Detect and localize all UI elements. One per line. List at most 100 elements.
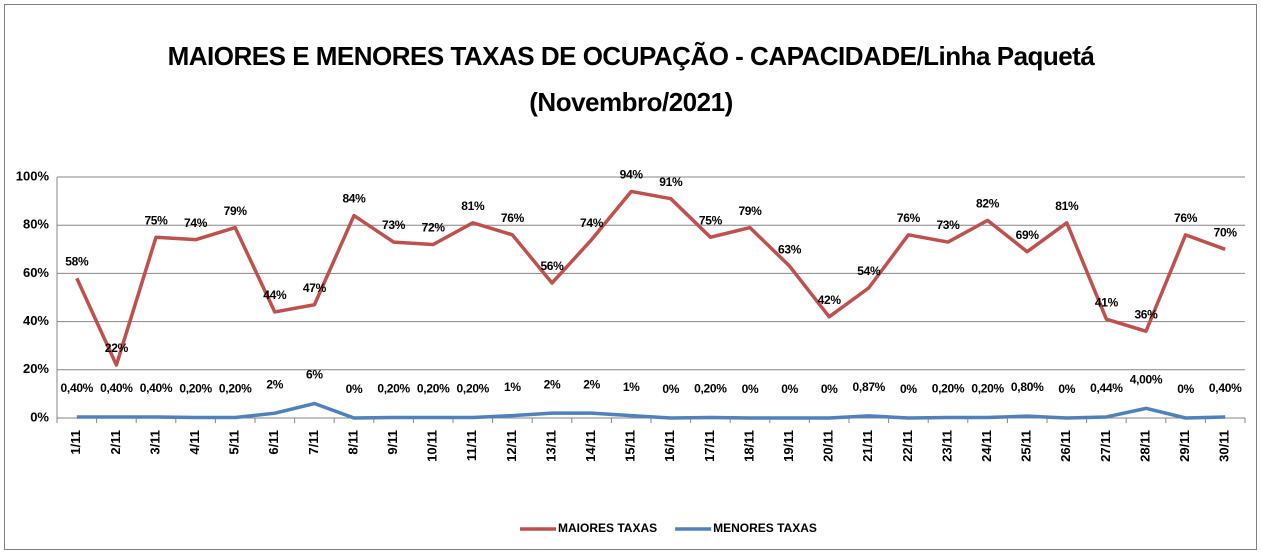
data-label: 47% bbox=[303, 281, 327, 295]
data-label: 22% bbox=[105, 341, 129, 355]
data-label: 0% bbox=[346, 382, 363, 396]
x-tick-label: 21/11 bbox=[860, 430, 875, 462]
data-label: 76% bbox=[897, 211, 921, 225]
data-label: 84% bbox=[342, 192, 366, 206]
x-tick-label: 26/11 bbox=[1058, 430, 1073, 462]
data-label: 44% bbox=[263, 288, 287, 302]
x-tick-label: 22/11 bbox=[900, 430, 915, 462]
data-label: 0,20% bbox=[219, 382, 252, 396]
x-tick-label: 9/11 bbox=[385, 430, 400, 455]
x-tick-label: 6/11 bbox=[266, 430, 281, 455]
data-label: 0% bbox=[821, 382, 838, 396]
series-line bbox=[75, 189, 1226, 367]
data-label: 58% bbox=[65, 254, 89, 268]
data-label: 1% bbox=[504, 380, 521, 394]
data-label: 0,44% bbox=[1090, 381, 1123, 395]
data-label: 75% bbox=[144, 213, 168, 227]
data-label: 2% bbox=[544, 377, 561, 391]
series-line bbox=[76, 401, 1226, 420]
data-label: 76% bbox=[1174, 211, 1198, 225]
x-tick-label: 4/11 bbox=[187, 430, 202, 455]
data-label: 0,20% bbox=[457, 382, 490, 396]
data-label: 54% bbox=[857, 264, 881, 278]
y-tick-label: 60% bbox=[23, 265, 49, 280]
y-tick-label: 20% bbox=[23, 361, 49, 376]
x-tick-label: 15/11 bbox=[623, 430, 638, 462]
data-label: 0% bbox=[1177, 382, 1194, 396]
x-tick-label: 19/11 bbox=[781, 430, 796, 462]
x-tick-label: 24/11 bbox=[979, 430, 994, 462]
data-label: 0,40% bbox=[61, 381, 94, 395]
data-label: 74% bbox=[184, 216, 208, 230]
data-label: 69% bbox=[1016, 228, 1040, 242]
x-tick-label: 27/11 bbox=[1098, 430, 1113, 462]
x-tick-label: 1/11 bbox=[68, 430, 83, 455]
data-label: 94% bbox=[620, 168, 644, 182]
data-label: 81% bbox=[1055, 199, 1079, 213]
chart-title: MAIORES E MENORES TAXAS DE OCUPAÇÃO - CA… bbox=[168, 41, 1096, 71]
data-label: 1% bbox=[623, 380, 640, 394]
x-tick-label: 17/11 bbox=[702, 430, 717, 462]
y-tick-label: 40% bbox=[23, 313, 49, 328]
y-tick-label: 80% bbox=[23, 217, 49, 232]
data-label: 79% bbox=[738, 204, 762, 218]
x-tick-label: 2/11 bbox=[108, 430, 123, 455]
x-tick-label: 16/11 bbox=[662, 430, 677, 462]
data-label: 74% bbox=[580, 216, 604, 230]
data-label: 76% bbox=[501, 211, 525, 225]
x-tick-label: 7/11 bbox=[306, 430, 321, 455]
data-label: 0,20% bbox=[377, 382, 410, 396]
data-label: 2% bbox=[266, 377, 283, 391]
x-tick-label: 8/11 bbox=[345, 430, 360, 455]
data-label: 0,20% bbox=[694, 382, 727, 396]
data-label: 73% bbox=[382, 218, 406, 232]
data-label: 70% bbox=[1214, 225, 1238, 239]
data-label: 0,20% bbox=[971, 382, 1004, 396]
y-tick-label: 0% bbox=[30, 409, 49, 424]
x-tick-label: 29/11 bbox=[1177, 430, 1192, 462]
x-tick-label: 11/11 bbox=[464, 430, 479, 461]
data-label: 0% bbox=[1058, 382, 1075, 396]
data-label: 6% bbox=[306, 368, 323, 382]
data-label: 0,40% bbox=[140, 381, 173, 395]
data-label: 36% bbox=[1134, 307, 1158, 321]
x-tick-label: 12/11 bbox=[504, 430, 519, 462]
data-label: 0,20% bbox=[932, 382, 965, 396]
data-label: 56% bbox=[540, 259, 564, 273]
data-label: 73% bbox=[936, 218, 960, 232]
data-label: 4,00% bbox=[1130, 373, 1163, 387]
chart-subtitle: (Novembro/2021) bbox=[529, 87, 732, 117]
data-label: 41% bbox=[1095, 295, 1119, 309]
chart-border bbox=[4, 4, 1257, 550]
x-tick-label: 13/11 bbox=[543, 430, 558, 462]
data-label: 0,87% bbox=[853, 380, 886, 394]
data-label: 79% bbox=[224, 204, 248, 218]
data-label: 81% bbox=[461, 199, 485, 213]
x-tick-label: 28/11 bbox=[1137, 430, 1152, 462]
data-label: 72% bbox=[422, 221, 446, 235]
x-tick-label: 25/11 bbox=[1019, 430, 1034, 462]
data-label: 82% bbox=[976, 197, 1000, 211]
x-tick-label: 14/11 bbox=[583, 430, 598, 462]
legend-label: MENORES TAXAS bbox=[713, 521, 817, 535]
data-label: 75% bbox=[699, 213, 723, 227]
data-label: 91% bbox=[659, 175, 683, 189]
data-label: 0,20% bbox=[179, 382, 212, 396]
x-tick-label: 30/11 bbox=[1217, 430, 1232, 462]
y-tick-label: 100% bbox=[16, 168, 50, 183]
data-label: 0% bbox=[662, 382, 679, 396]
x-tick-label: 10/11 bbox=[425, 430, 440, 462]
data-label: 0,40% bbox=[100, 381, 133, 395]
data-label: 0,80% bbox=[1011, 380, 1044, 394]
x-tick-label: 3/11 bbox=[147, 430, 162, 455]
data-label: 63% bbox=[778, 242, 802, 256]
data-label: 2% bbox=[583, 377, 600, 391]
data-label: 0% bbox=[781, 382, 798, 396]
data-label: 0,20% bbox=[417, 382, 450, 396]
data-label: 0% bbox=[742, 382, 759, 396]
x-tick-label: 23/11 bbox=[939, 430, 954, 462]
x-tick-label: 18/11 bbox=[741, 430, 756, 462]
x-tick-label: 20/11 bbox=[821, 430, 836, 462]
legend-label: MAIORES TAXAS bbox=[558, 521, 657, 535]
